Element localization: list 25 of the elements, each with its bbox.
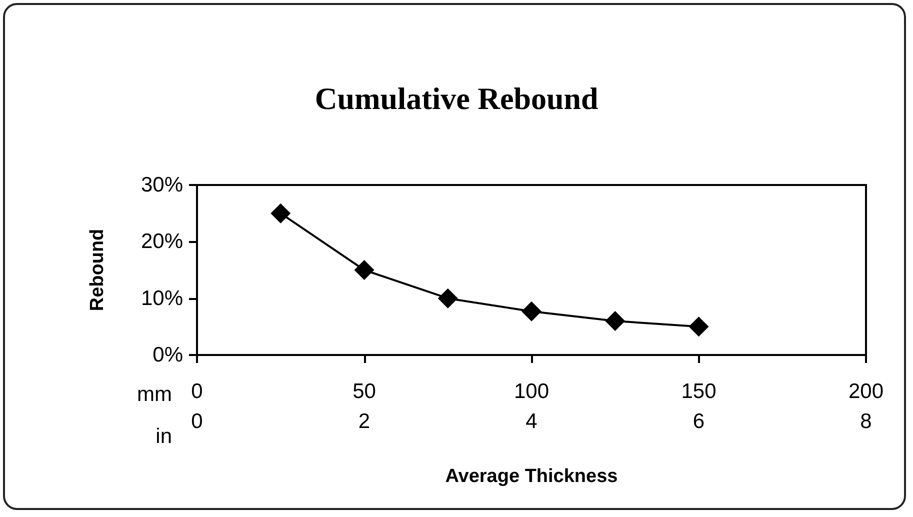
point bbox=[522, 301, 542, 322]
y-tick-label: 20% bbox=[140, 230, 183, 254]
chart-title: Cumulative Rebound bbox=[314, 81, 598, 116]
point bbox=[270, 203, 291, 224]
point bbox=[354, 260, 374, 280]
y-tick-label: 30% bbox=[140, 174, 183, 196]
x-tick-label: 150 bbox=[681, 380, 716, 403]
x-tick-label: 200 bbox=[848, 380, 884, 403]
y-tick-label: 0% bbox=[152, 344, 183, 366]
x2-tick-label: 2 bbox=[358, 410, 370, 433]
point bbox=[605, 311, 626, 331]
x-tick-label: 100 bbox=[514, 380, 550, 403]
text: mm bbox=[137, 383, 172, 406]
x2-tick-label: 8 bbox=[860, 410, 872, 433]
y-axis-title: Rebound bbox=[87, 228, 108, 312]
x-tick-label: 0 bbox=[191, 380, 203, 403]
point bbox=[688, 316, 709, 337]
y-tick-label: 10% bbox=[140, 286, 183, 310]
point bbox=[438, 288, 458, 308]
x-tick-label: 50 bbox=[352, 380, 376, 403]
x-axis-title: Average Thickness bbox=[445, 466, 618, 487]
x2-tick-label: 4 bbox=[526, 410, 538, 433]
text: in bbox=[156, 425, 172, 448]
x2-tick-label: 0 bbox=[191, 410, 203, 433]
x2-tick-label: 6 bbox=[692, 410, 705, 433]
